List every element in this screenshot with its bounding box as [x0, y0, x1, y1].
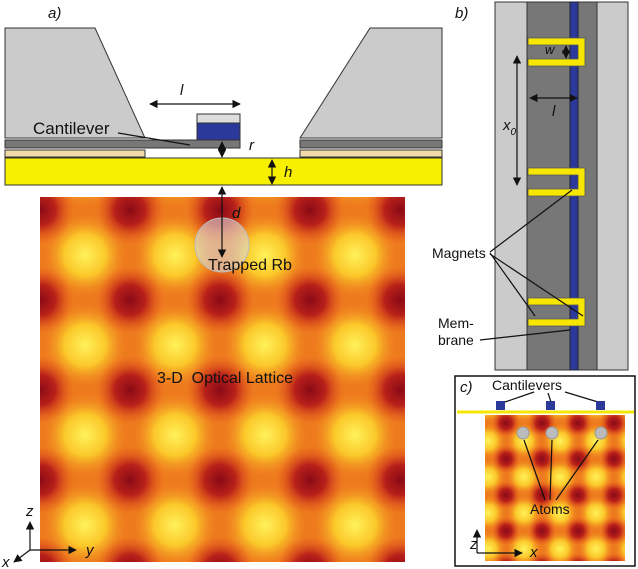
membrane-label: brane [438, 332, 474, 348]
axis-label: x [529, 544, 538, 561]
h-label: h [284, 164, 292, 181]
substrate [5, 158, 442, 185]
panel-label: b) [455, 5, 468, 22]
cantilever [496, 401, 505, 410]
atom [595, 427, 607, 439]
axis-label: z [469, 536, 478, 553]
support-right [300, 28, 442, 138]
layer [5, 150, 145, 157]
cantilever-label: Cantilever [33, 119, 110, 138]
layer [300, 140, 442, 148]
d-label: d [232, 205, 241, 222]
lattice-label: 3-D Optical Lattice [157, 370, 293, 387]
axis-label: x [1, 554, 10, 569]
atom [517, 427, 529, 439]
figure: a) l Cantilever r h d Trapped Rb 3-D Opt… [0, 0, 638, 569]
membrane-region [527, 2, 597, 370]
magnet [197, 123, 240, 140]
x0-sub: 0 [511, 127, 517, 138]
length-label: l [180, 82, 184, 99]
atom [546, 427, 558, 439]
cantilever-beam [5, 140, 240, 148]
magnets-label: Magnets [432, 245, 486, 261]
magnet-cap [197, 114, 240, 123]
cantilevers-label: Cantilevers [492, 377, 562, 393]
cantilever [546, 401, 555, 410]
panel-a: a) l Cantilever r h d Trapped Rb 3-D Opt… [1, 5, 442, 569]
panel-label: a) [48, 5, 61, 22]
membrane-label: Mem- [438, 315, 474, 331]
atoms-label: Atoms [530, 501, 570, 517]
axis-label: z [25, 503, 34, 520]
trapped-label: Trapped Rb [208, 257, 292, 274]
panel-b: b) w l x0 Magnets Mem- brane [432, 2, 628, 370]
membrane [570, 2, 578, 370]
panel-label: c) [460, 379, 473, 396]
layer [300, 150, 442, 157]
r-label: r [249, 137, 255, 154]
axis [14, 550, 30, 562]
panel-c: c) Cantilevers Atoms z x [455, 376, 635, 566]
cantilever [596, 401, 605, 410]
w-label: w [545, 42, 556, 57]
